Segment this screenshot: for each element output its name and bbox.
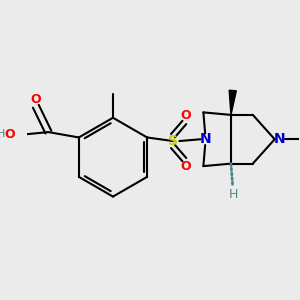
Text: N: N — [200, 132, 211, 146]
Text: O: O — [181, 160, 191, 172]
Text: O: O — [5, 128, 15, 141]
Text: O: O — [31, 93, 41, 106]
Text: H: H — [229, 188, 239, 201]
Text: N: N — [274, 132, 286, 146]
Text: S: S — [168, 134, 178, 148]
Polygon shape — [229, 90, 236, 115]
Text: O: O — [181, 110, 191, 122]
Text: H: H — [0, 129, 5, 139]
